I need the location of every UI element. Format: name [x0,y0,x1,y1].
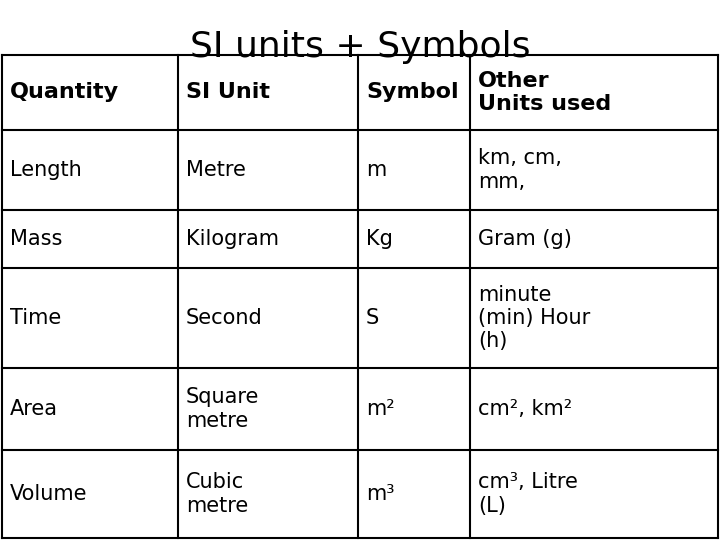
Text: m: m [366,160,386,180]
Text: Length: Length [10,160,82,180]
Text: Volume: Volume [10,484,88,504]
Text: cm³, Litre
(L): cm³, Litre (L) [478,472,578,516]
Text: Square
metre: Square metre [186,387,259,430]
Text: m³: m³ [366,484,395,504]
Text: Metre: Metre [186,160,246,180]
Text: minute
(min) Hour
(h): minute (min) Hour (h) [478,285,590,351]
Text: S: S [366,308,379,328]
Text: cm², km²: cm², km² [478,399,572,419]
Text: SI Unit: SI Unit [186,83,270,103]
Text: Time: Time [10,308,61,328]
Text: Other
Units used: Other Units used [478,71,611,114]
Text: Kilogram: Kilogram [186,229,279,249]
Text: m²: m² [366,399,395,419]
Text: Second: Second [186,308,263,328]
Text: Quantity: Quantity [10,83,119,103]
Text: SI units + Symbols: SI units + Symbols [190,30,530,64]
Text: km, cm,
mm,: km, cm, mm, [478,148,562,192]
Text: Cubic
metre: Cubic metre [186,472,248,516]
Text: Mass: Mass [10,229,63,249]
Text: Symbol: Symbol [366,83,459,103]
Text: Gram (g): Gram (g) [478,229,572,249]
Text: Area: Area [10,399,58,419]
Text: Kg: Kg [366,229,393,249]
